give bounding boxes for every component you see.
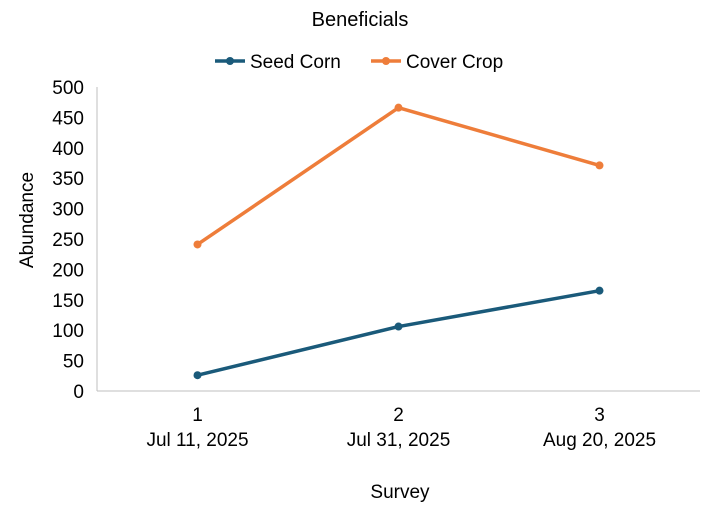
legend-swatch-marker-cover-crop <box>382 57 390 65</box>
x-tick-label: 2 <box>393 405 404 426</box>
y-axis-ticks: 0 50 100 150 200 250 300 350 400 450 500 <box>52 78 84 403</box>
x-tick-label: 3 <box>594 405 605 426</box>
y-tick-label: 450 <box>52 108 84 129</box>
y-tick-label: 0 <box>73 382 84 403</box>
data-point-seed-corn <box>394 322 403 331</box>
legend-swatch-marker-seed-corn <box>226 57 234 65</box>
x-tick-date-label: Jul 31, 2025 <box>347 430 451 451</box>
legend-label-seed-corn: Seed Corn <box>250 52 341 73</box>
data-point-cover-crop <box>595 161 604 170</box>
y-tick-label: 300 <box>52 200 84 221</box>
series-line-seed-corn <box>195 288 602 377</box>
y-tick-label: 200 <box>52 260 84 281</box>
x-tick-date-label: Jul 11, 2025 <box>146 430 248 451</box>
x-axis-title: Survey <box>370 482 430 503</box>
x-tick-label: 1 <box>192 405 203 426</box>
y-tick-label: 100 <box>52 321 84 342</box>
chart-title: Beneficials <box>312 9 409 31</box>
y-tick-label: 350 <box>52 169 84 190</box>
data-point-seed-corn <box>193 371 202 380</box>
data-point-seed-corn <box>595 286 604 295</box>
data-point-cover-crop <box>394 103 403 112</box>
y-tick-label: 400 <box>52 139 84 160</box>
data-point-cover-crop <box>193 240 202 249</box>
x-tick-date-label: Aug 20, 2025 <box>543 430 656 451</box>
y-tick-label: 500 <box>52 78 84 99</box>
series-group <box>193 103 604 380</box>
y-tick-label: 150 <box>52 291 84 312</box>
legend: Seed Corn Cover Crop <box>215 52 503 73</box>
y-tick-label: 50 <box>63 352 84 373</box>
y-axis-title: Abundance <box>17 172 38 268</box>
x-axis-ticks: 1 Jul 11, 2025 2 Jul 31, 2025 3 Aug 20, 2025 <box>146 405 656 451</box>
series-line-cover-crop <box>195 105 602 247</box>
y-tick-label: 250 <box>52 230 84 251</box>
legend-label-cover-crop: Cover Crop <box>406 52 503 73</box>
